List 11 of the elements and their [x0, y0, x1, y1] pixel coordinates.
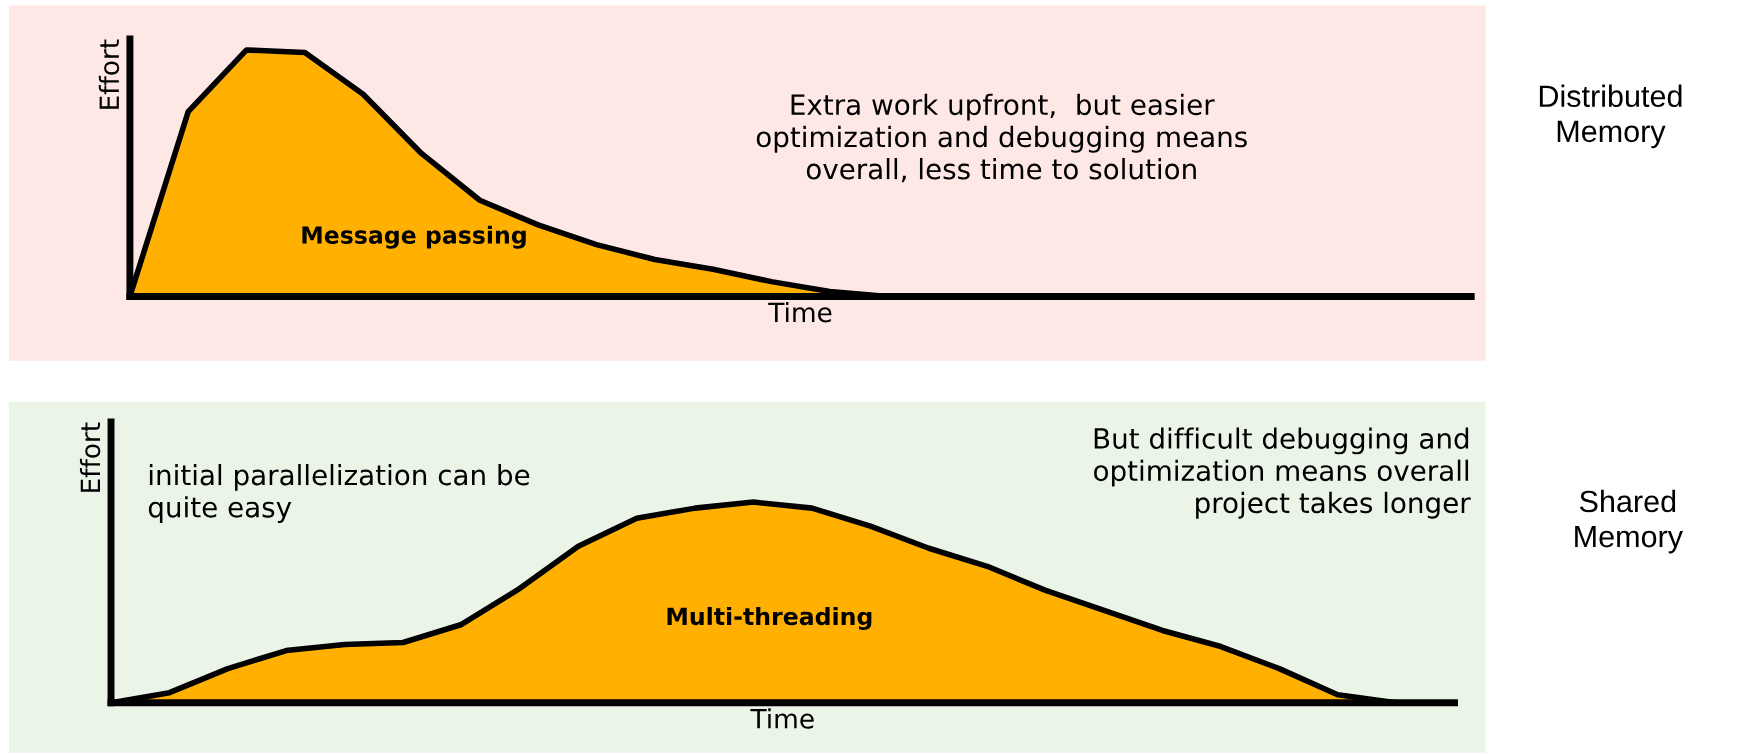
y-axis-title: Effort [98, 39, 120, 109]
y-axis-title: Effort [79, 422, 101, 492]
series-label: Multi-threading [667, 606, 872, 630]
series-label: Message passing [302, 225, 526, 249]
x-axis-title: Time [768, 301, 832, 323]
text: Distributed Memory [1539, 84, 1682, 149]
x-axis-title: Time [750, 708, 814, 729]
annotation: Extra work upfront, but easier optimization and debugging means overall, less time to solution [756, 93, 1247, 183]
text: Shared Memory [1575, 489, 1683, 554]
annotation: But difficult debugging and optimization means overall project takes longer [1094, 427, 1471, 519]
annotation: initial parallelization can be quite easy [148, 463, 530, 524]
